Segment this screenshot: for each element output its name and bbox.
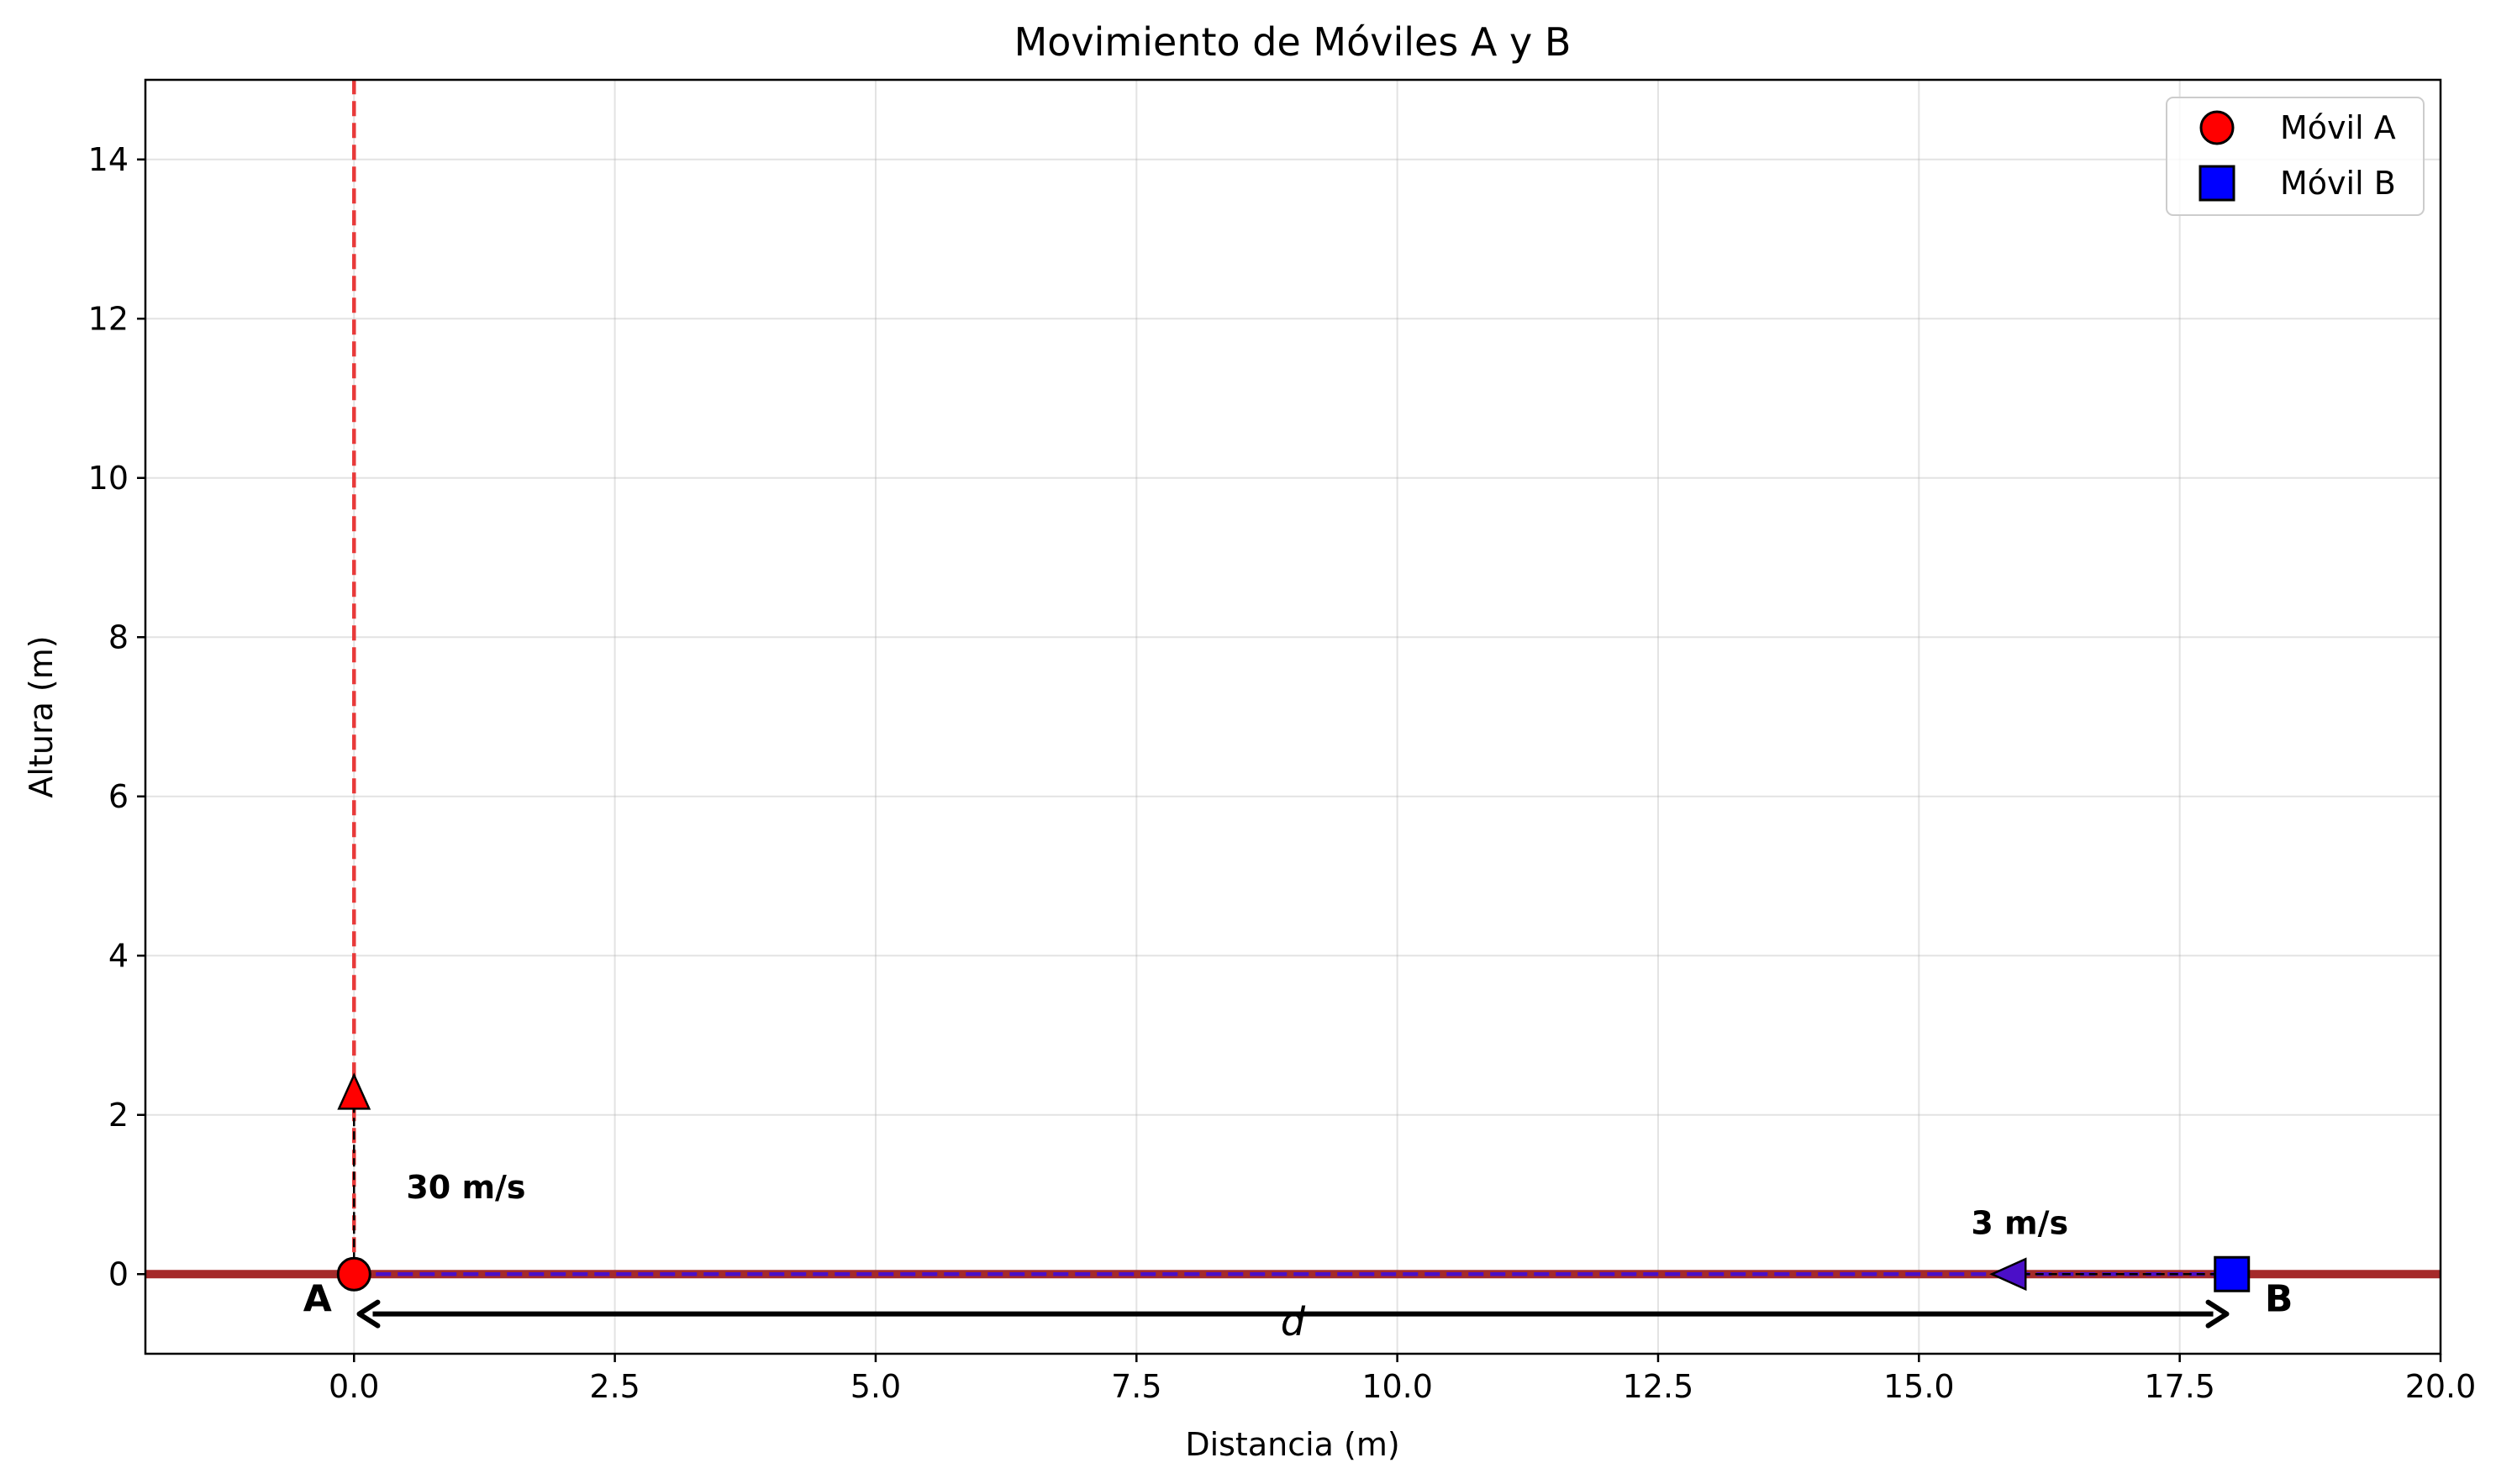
velocity-arrow-head [337,1072,371,1110]
x-axis: 0.0 2.5 5.0 7.5 10.0 12.5 15.0 17.5 20.0 [329,1354,2476,1405]
legend-label: Móvil A [2280,109,2396,146]
y-axis: 0 2 4 6 8 10 12 14 [88,141,145,1292]
marker-movil-a [336,1256,371,1292]
grid-lines [145,80,2441,1354]
y-tick-label: 6 [108,778,129,815]
x-tick-label: 5.0 [850,1368,901,1405]
x-tick-label: 0.0 [329,1368,379,1405]
y-axis-label: Altura (m) [23,635,60,797]
marker-movil-b [2214,1255,2251,1292]
legend-marker-movil-a [2199,110,2235,145]
x-tick-label: 20.0 [2405,1368,2477,1405]
y-tick-label: 14 [88,141,129,178]
chart-title: Movimiento de Móviles A y B [1014,19,1572,65]
plot-frame [144,78,2442,1355]
plot-content [145,80,2441,1292]
x-tick-label: 15.0 [1883,1368,1955,1405]
y-tick-label: 12 [88,300,129,337]
x-tick-label: 17.5 [2144,1368,2215,1405]
y-tick-label: 10 [88,460,129,497]
annotation-speed-b: 3 m/s [1971,1205,2068,1242]
annotation-label-b: B [2265,1278,2293,1321]
y-tick-label: 0 [108,1255,129,1292]
legend-label: Móvil B [2280,165,2396,202]
annotation-label-d: d [1281,1299,1306,1345]
x-tick-label: 2.5 [589,1368,640,1405]
distance-arrow-right-head [2205,1299,2230,1329]
annotation-speed-a: 30 m/s [406,1169,525,1206]
x-axis-label: Distancia (m) [1185,1426,1399,1463]
annotation-label-a: A [303,1278,332,1321]
legend-marker-movil-b [2198,165,2235,202]
distance-arrow-left-head [356,1299,381,1329]
y-tick-label: 4 [108,937,129,974]
x-tick-label: 7.5 [1111,1368,1161,1405]
annotations: 30 m/s 3 m/s A Bd [303,1169,2293,1345]
velocity-arrow-head [1989,1257,2027,1292]
y-tick-label: 2 [108,1097,129,1134]
legend: Móvil A Móvil B [2166,97,2425,216]
x-tick-label: 10.0 [1361,1368,1433,1405]
y-tick-label: 8 [108,618,129,655]
x-tick-label: 12.5 [1623,1368,1694,1405]
